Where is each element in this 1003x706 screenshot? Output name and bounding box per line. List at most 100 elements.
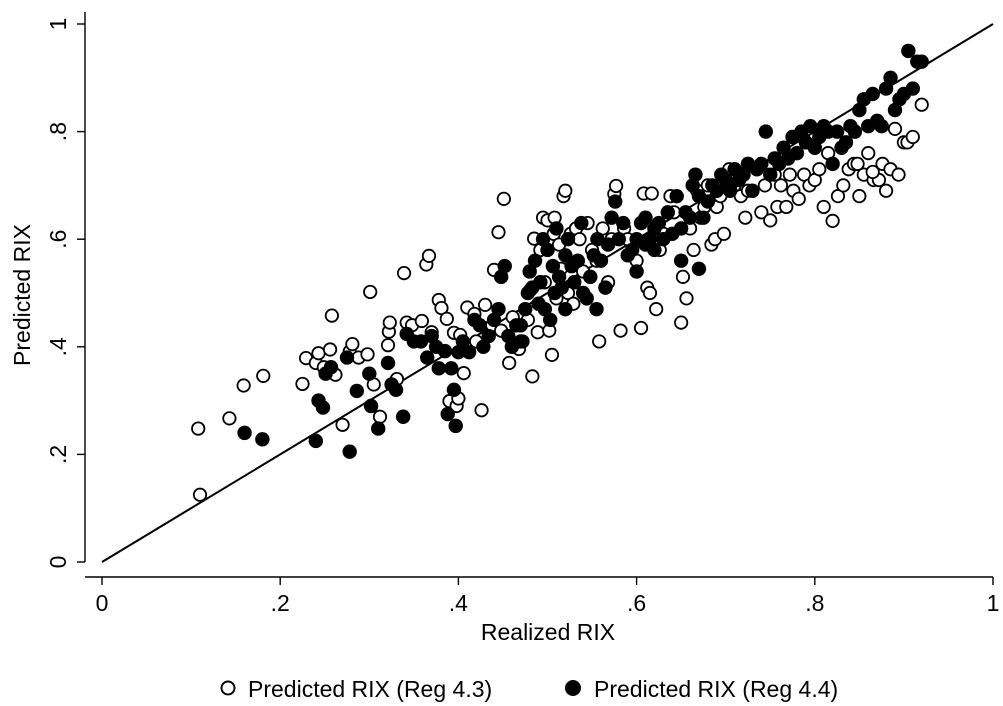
data-point-reg-4-3 <box>544 347 560 362</box>
data-point-reg-4-3 <box>322 342 338 357</box>
data-point-reg-4-4 <box>533 275 548 290</box>
data-point-reg-4-4 <box>461 344 477 360</box>
data-point-reg-4-4 <box>776 140 791 155</box>
data-point-reg-4-4 <box>237 425 252 441</box>
data-point-reg-4-3 <box>421 248 437 263</box>
data-point-reg-4-4 <box>472 318 487 333</box>
y-axis-title: Predicted RIX <box>9 224 35 366</box>
data-point-reg-4-3 <box>474 403 489 418</box>
data-point-reg-4-4 <box>838 135 854 150</box>
data-point-reg-4-3 <box>825 213 840 229</box>
data-point-reg-4-4 <box>803 119 818 134</box>
data-point-reg-4-4 <box>444 361 459 376</box>
data-point-reg-4-4 <box>371 421 386 436</box>
data-point-reg-4-3 <box>812 162 827 177</box>
data-point-reg-4-3 <box>887 121 903 137</box>
y-tick-label: 1 <box>45 18 71 31</box>
data-point-reg-4-4 <box>825 156 840 172</box>
data-point-reg-4-3 <box>335 417 350 432</box>
data-point-reg-4-3 <box>609 178 624 194</box>
data-point-reg-4-3 <box>865 164 880 180</box>
data-point-reg-4-3 <box>414 313 429 329</box>
data-point-reg-4-4 <box>660 205 675 220</box>
data-point-reg-4-4 <box>745 183 760 198</box>
data-point-reg-4-4 <box>413 334 429 349</box>
data-point-reg-4-3 <box>861 146 876 161</box>
data-point-reg-4-4 <box>691 261 707 276</box>
y-tick-label: .4 <box>45 337 71 356</box>
data-point-reg-4-4 <box>901 43 916 59</box>
data-point-reg-4-3 <box>716 226 732 241</box>
data-point-reg-4-3 <box>525 369 540 384</box>
data-point-reg-4-4 <box>754 156 769 172</box>
data-point-reg-4-4 <box>673 253 689 268</box>
data-point-reg-4-4 <box>554 280 569 295</box>
data-point-reg-4-4 <box>395 409 411 424</box>
data-point-reg-4-3 <box>396 265 412 281</box>
data-point-reg-4-3 <box>324 308 339 323</box>
y-tick-label: .2 <box>45 445 71 464</box>
data-point-reg-4-3 <box>456 366 471 381</box>
data-point-reg-4-4 <box>688 167 703 182</box>
data-point-reg-4-4 <box>807 140 822 155</box>
data-point-reg-4-4 <box>789 145 805 161</box>
data-point-reg-4-4 <box>497 258 512 274</box>
data-point-reg-4-4 <box>513 334 528 349</box>
data-point-reg-4-4 <box>589 301 604 317</box>
data-point-reg-4-4 <box>339 350 355 365</box>
data-point-reg-4-4 <box>476 339 491 354</box>
data-point-reg-4-4 <box>887 102 903 118</box>
data-point-reg-4-4 <box>638 210 653 225</box>
data-point-reg-4-3 <box>558 183 573 198</box>
data-point-reg-4-3 <box>191 421 206 436</box>
data-point-reg-4-4 <box>518 301 533 317</box>
data-point-reg-4-4 <box>255 432 270 447</box>
data-point-reg-4-4 <box>549 221 564 236</box>
x-tick-label: .8 <box>805 590 824 616</box>
data-point-reg-4-4 <box>388 382 404 398</box>
data-point-reg-4-4 <box>558 248 573 263</box>
data-point-reg-4-4 <box>380 355 396 371</box>
data-point-reg-4-3 <box>644 186 659 201</box>
data-point-reg-4-4 <box>424 328 439 344</box>
data-point-reg-4-4 <box>486 312 502 328</box>
data-point-reg-4-3 <box>592 334 607 349</box>
data-point-reg-4-4 <box>522 264 537 279</box>
data-point-reg-4-4 <box>491 301 506 317</box>
data-point-reg-4-3 <box>791 191 806 206</box>
data-point-reg-4-3 <box>852 189 867 204</box>
data-point-reg-4-3 <box>773 178 789 193</box>
data-point-reg-4-3 <box>572 232 587 247</box>
data-point-reg-4-4 <box>600 237 616 252</box>
data-point-reg-4-3 <box>236 378 251 393</box>
data-point-reg-4-4 <box>481 328 496 344</box>
data-point-reg-4-4 <box>583 269 598 285</box>
data-point-reg-4-4 <box>598 280 613 295</box>
data-point-reg-4-3 <box>491 225 506 240</box>
legend-label-reg-4-3: Predicted RIX (Reg 4.3) <box>248 676 492 702</box>
data-point-reg-4-3 <box>363 284 378 300</box>
y-tick-label: .8 <box>45 122 71 141</box>
data-point-reg-4-3 <box>649 302 664 317</box>
data-point-reg-4-4 <box>709 183 724 198</box>
data-point-reg-4-3 <box>738 210 753 225</box>
data-point-reg-4-3 <box>763 213 778 228</box>
legend-label-reg-4-4: Predicted RIX (Reg 4.4) <box>594 676 838 702</box>
data-point-reg-4-4 <box>874 119 889 134</box>
data-point-reg-4-4 <box>629 264 644 279</box>
data-point-reg-4-4 <box>570 253 585 268</box>
data-point-reg-4-3 <box>345 337 360 352</box>
data-point-reg-4-4 <box>638 237 653 252</box>
data-point-reg-4-3 <box>382 315 397 330</box>
data-point-reg-4-4 <box>448 418 463 434</box>
data-point-reg-4-4 <box>593 253 609 268</box>
data-point-reg-4-4 <box>579 291 594 306</box>
data-point-reg-4-4 <box>362 366 377 381</box>
data-point-reg-4-3 <box>633 320 649 336</box>
data-point-reg-4-4 <box>420 350 435 365</box>
data-point-reg-4-3 <box>836 178 851 193</box>
data-point-reg-4-4 <box>513 318 528 333</box>
data-point-reg-4-4 <box>451 344 466 360</box>
data-point-reg-4-3 <box>502 355 517 371</box>
